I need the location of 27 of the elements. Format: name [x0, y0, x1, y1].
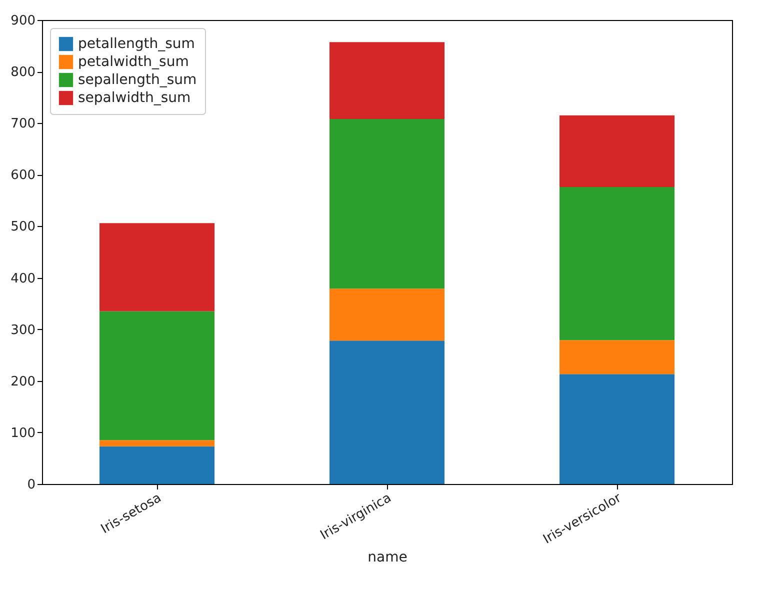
bar [100, 223, 214, 312]
bar [560, 374, 674, 484]
y-tick-label: 500 [10, 220, 36, 235]
y-tick-label: 900 [10, 14, 36, 28]
bar [560, 115, 674, 188]
bar [330, 288, 444, 341]
legend-label: petalwidth_sum [78, 54, 189, 70]
y-tick-label: 400 [10, 271, 36, 286]
y-tick-label: 800 [10, 65, 36, 80]
bar [560, 187, 674, 340]
y-tick-label: 700 [10, 116, 36, 132]
bar [100, 440, 214, 446]
bar [330, 42, 444, 119]
x-axis-title: name [368, 549, 408, 566]
y-tick-label: 600 [10, 168, 36, 184]
bar [100, 446, 214, 484]
y-tick-label: 100 [10, 426, 36, 441]
bar [100, 311, 214, 440]
y-tick-label: 200 [10, 374, 36, 390]
bar [330, 340, 444, 484]
legend-label: sepalwidth_sum [78, 90, 191, 106]
legend-label: sepallength_sum [78, 72, 197, 88]
y-tick-label: 0 [27, 478, 36, 492]
y-tick-label: 300 [10, 322, 36, 338]
legend-label: petallength_sum [78, 36, 195, 52]
bar [330, 118, 444, 289]
bar [560, 340, 674, 374]
